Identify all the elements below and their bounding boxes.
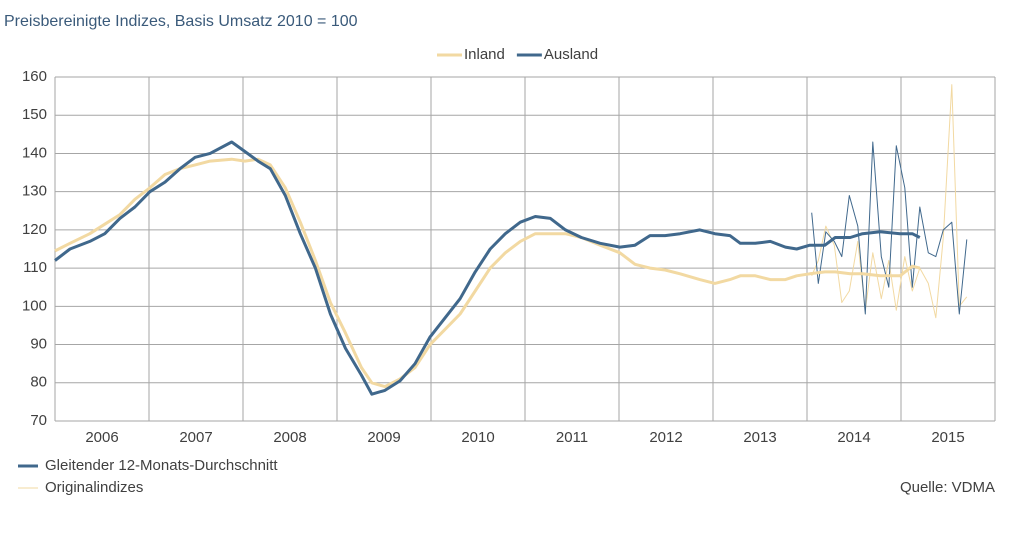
- series-line: [54, 157, 921, 389]
- x-tick-label: 2006: [85, 429, 118, 446]
- y-tick-label: 100: [22, 297, 47, 314]
- y-tick-label: 150: [22, 106, 47, 123]
- x-tick-label: 2008: [273, 429, 306, 446]
- legend-label: Originalindizes: [45, 479, 143, 496]
- y-tick-label: 110: [23, 259, 47, 276]
- original-line: [811, 141, 968, 315]
- legend-label: Inland: [464, 46, 505, 63]
- x-tick-label: 2010: [461, 429, 494, 446]
- y-tick-label: 90: [30, 336, 47, 353]
- x-tick-label: 2015: [931, 429, 964, 446]
- x-tick-label: 2007: [179, 429, 212, 446]
- y-tick-label: 70: [30, 412, 47, 429]
- x-tick-label: 2012: [649, 429, 682, 446]
- x-tick-label: 2011: [556, 429, 588, 446]
- y-tick-label: 80: [30, 374, 47, 391]
- y-tick-label: 140: [22, 144, 47, 161]
- legend-label: Ausland: [544, 46, 598, 63]
- x-tick-label: 2014: [837, 429, 870, 446]
- x-tick-label: 2013: [743, 429, 776, 446]
- original-line: [811, 84, 968, 319]
- chart-title: Preisbereinigte Indizes, Basis Umsatz 20…: [4, 13, 358, 30]
- x-tick-label: 2009: [367, 429, 400, 446]
- y-tick-label: 120: [22, 221, 47, 238]
- series-line: [54, 140, 921, 396]
- legend-label: Gleitender 12-Monats-Durchschnitt: [45, 457, 278, 474]
- source: Quelle: VDMA: [900, 479, 995, 496]
- y-tick-label: 160: [22, 68, 47, 85]
- y-tick-label: 130: [22, 183, 47, 200]
